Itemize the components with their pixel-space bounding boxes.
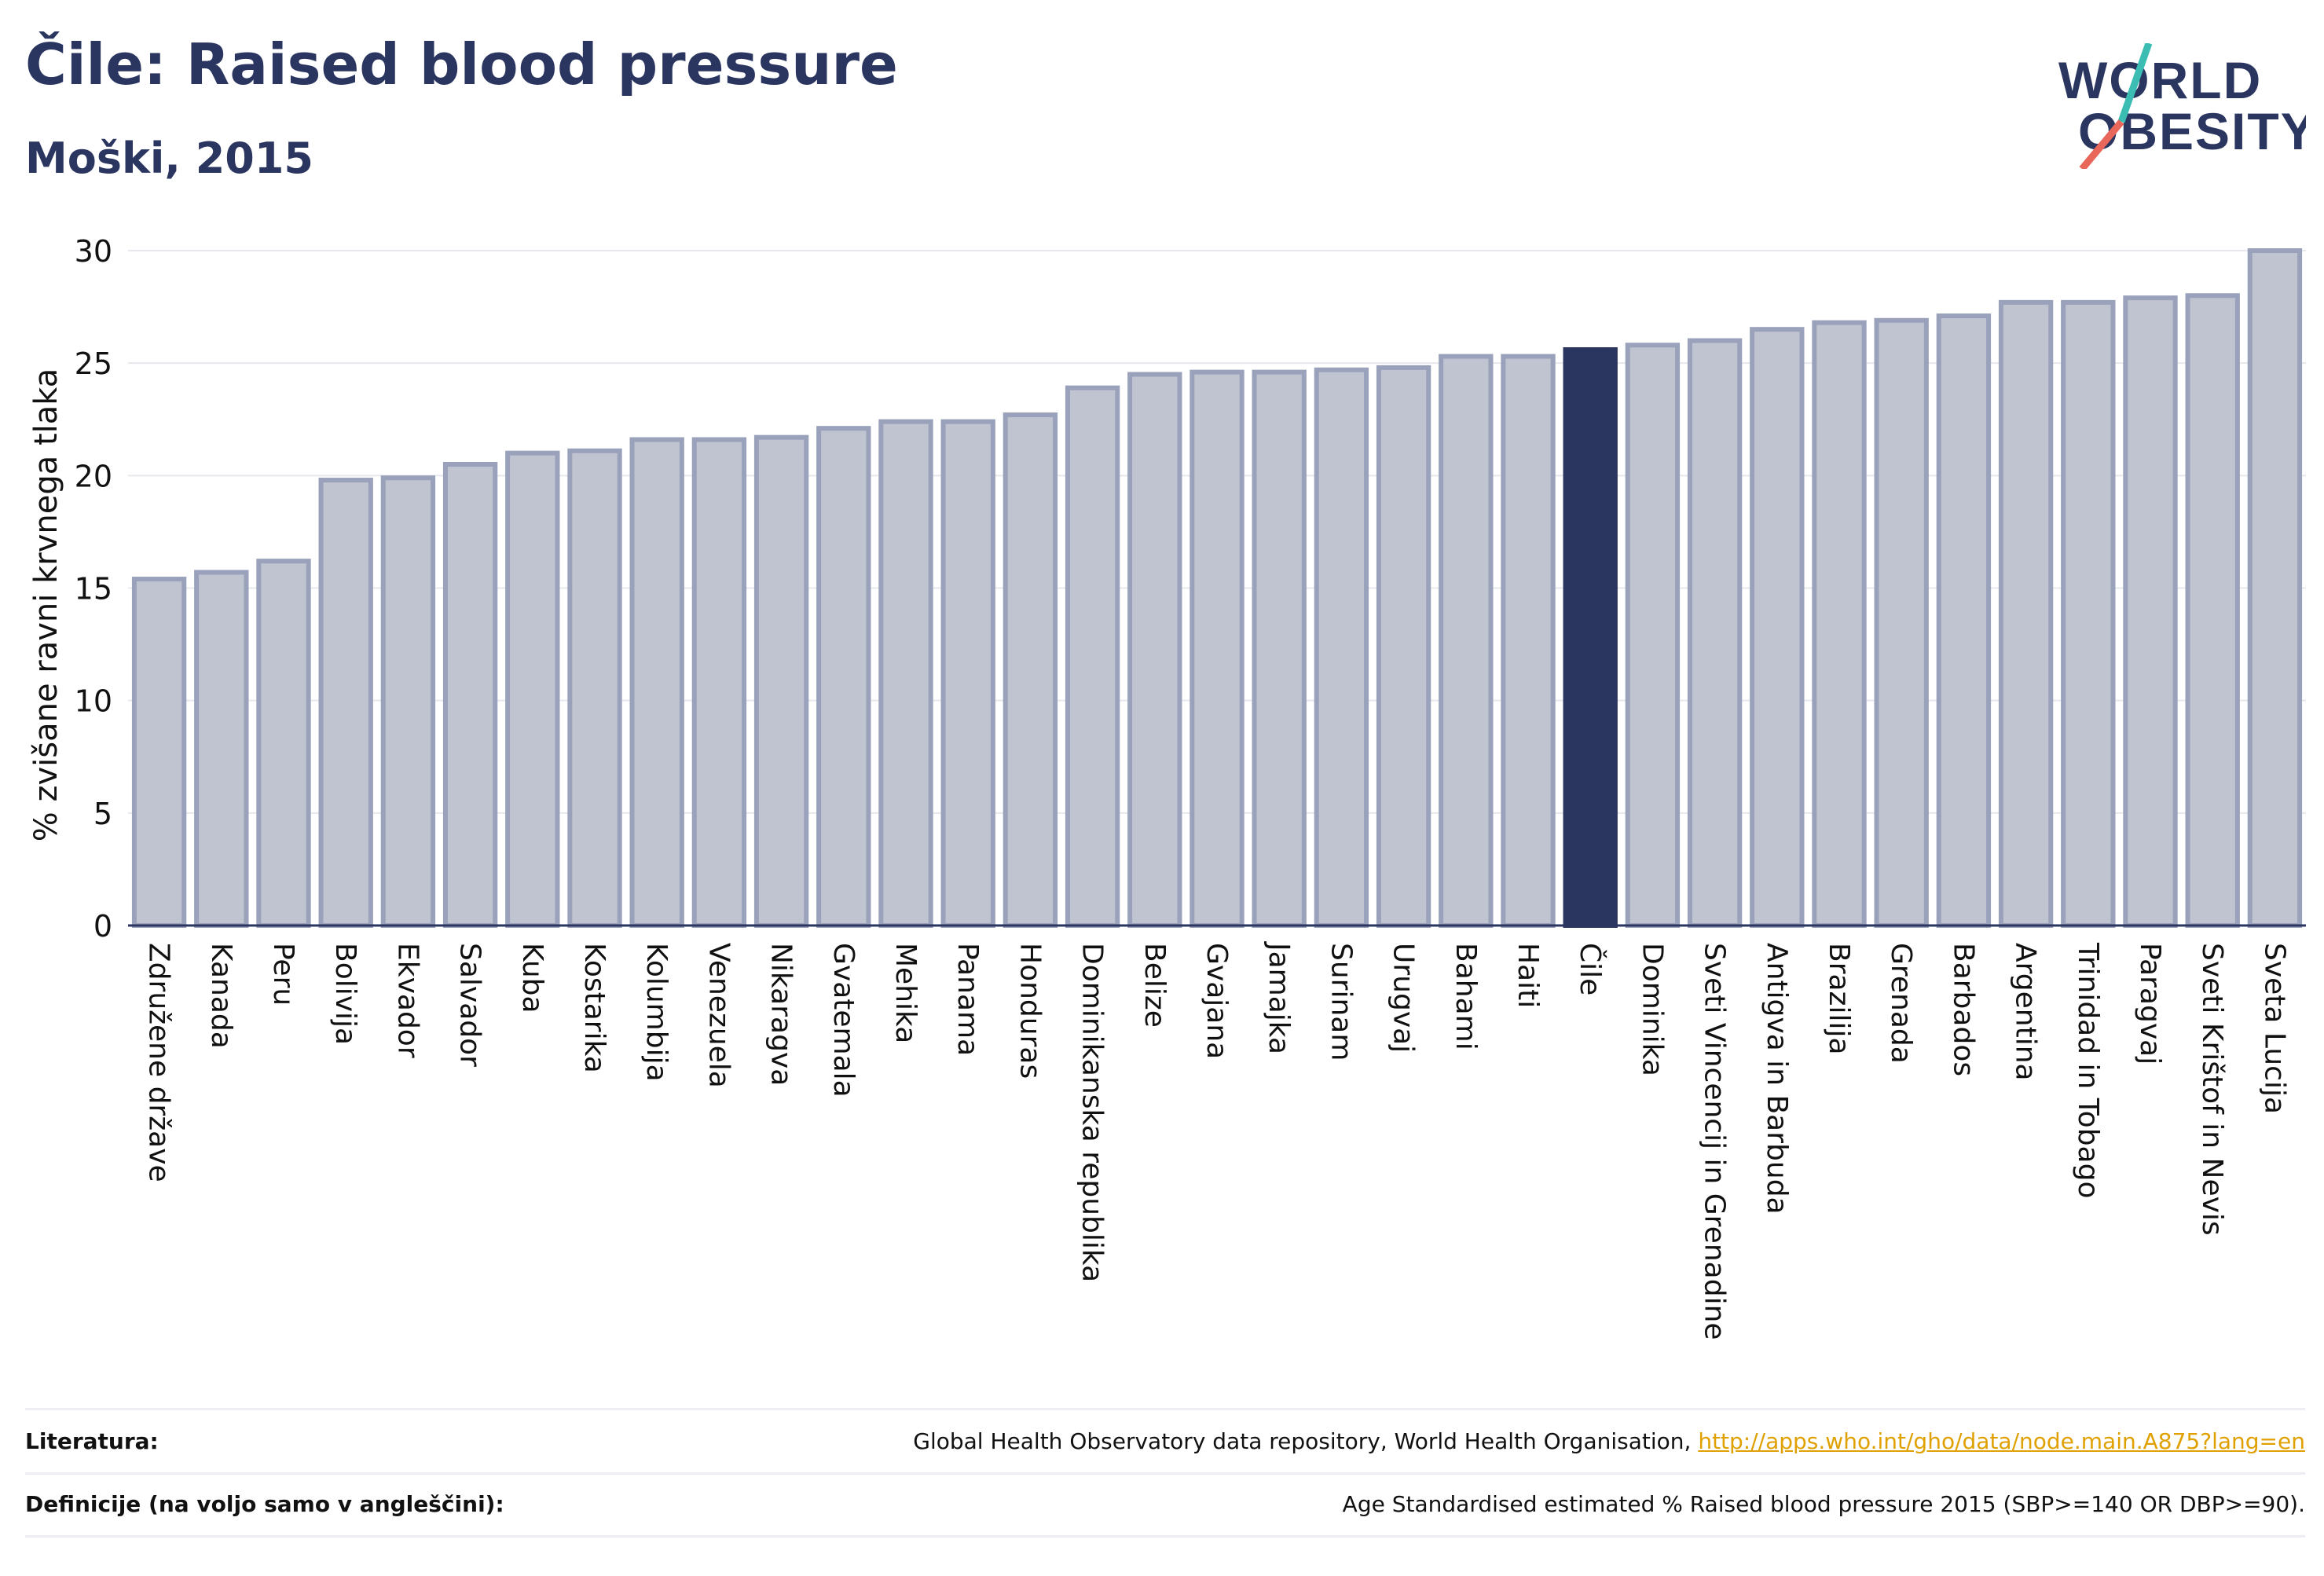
bar (1936, 313, 1992, 928)
sources-link[interactable]: http://apps.who.int/gho/data/node.main.A… (1698, 1428, 2305, 1454)
x-tick-label: Venezuela (702, 943, 735, 1088)
bar (1439, 354, 1494, 928)
x-tick-label: Jamajka (1263, 941, 1295, 1054)
x-tick-label: Čile (1574, 943, 1607, 995)
bar (2247, 248, 2303, 928)
bar (1874, 317, 1929, 929)
chart-title: Čile: Raised blood pressure (25, 31, 898, 97)
x-tick-label: Gvajana (1200, 943, 1233, 1059)
world-obesity-logo: WORLD OBESITY (2058, 43, 2306, 169)
x-tick-label: Paragvaj (2134, 943, 2166, 1065)
bar (1501, 354, 1556, 928)
bar (131, 577, 187, 929)
bar-chart: 0 5 10 15 20 25 30 Združene države Kanada Peru Bol… (28, 234, 2306, 1340)
x-tick-label: Sveta Lucija (2258, 943, 2290, 1114)
bar (816, 426, 871, 928)
logo-slash-red (2079, 119, 2124, 169)
bars (131, 248, 2303, 929)
y-tick-label: 10 (75, 684, 112, 719)
bar (753, 434, 809, 928)
x-tick-label: Trinidad in Tobago (2072, 942, 2104, 1198)
bar (1625, 343, 1681, 928)
y-tick-label: 30 (75, 234, 112, 269)
bar (505, 450, 560, 928)
x-tick-label: Združene države (143, 943, 175, 1182)
x-tick-label: Kolumbija (640, 943, 673, 1082)
bar (1998, 299, 2054, 928)
x-tick-label: Kanada (205, 943, 237, 1049)
x-tick-label: Kostarika (578, 943, 610, 1073)
bar (318, 478, 373, 928)
x-tick-label: Salvador (454, 943, 486, 1067)
y-axis-label: % zvišane ravni krvnega tlaka (28, 368, 64, 841)
bar (878, 419, 933, 928)
definitions-row: Definicije (na voljo samo v angleščini):… (25, 1491, 2305, 1517)
x-tick-label: Surinam (1325, 943, 1357, 1061)
y-tick-label: 15 (75, 572, 112, 607)
bar (1314, 367, 1369, 928)
x-tick-label: Sveti Krištof in Nevis (2196, 943, 2228, 1236)
bar (567, 448, 622, 928)
y-tick-label: 5 (93, 797, 112, 831)
bar (442, 462, 498, 928)
x-tick-label: Gvatemala (827, 943, 860, 1098)
x-tick-label: Dominikanska republika (1076, 943, 1109, 1282)
y-tick-label: 20 (75, 459, 112, 493)
x-tick-label: Bolivija (329, 943, 361, 1045)
x-tick-label: Antigva in Barbuda (1761, 943, 1793, 1215)
sources-label: Literatura: (25, 1428, 159, 1454)
logo-slash-teal (2117, 43, 2153, 123)
x-tick-label: Mehika (889, 943, 922, 1043)
sources-row: Literatura: Global Health Observatory da… (25, 1428, 2305, 1454)
bar (940, 419, 995, 928)
footer-top-rule (25, 1408, 2305, 1410)
footer-bottom-rule (25, 1535, 2305, 1538)
x-tick-label: Urugvaj (1387, 943, 1420, 1053)
x-tick-label: Honduras (1014, 943, 1046, 1079)
bar (1127, 372, 1182, 928)
x-tick-label: Kuba (516, 943, 548, 1013)
bar (380, 475, 436, 928)
footer-middle-rule (25, 1472, 2305, 1475)
x-tick-label: Panama (951, 943, 984, 1056)
bar (1189, 369, 1244, 928)
bar (1003, 412, 1058, 928)
x-tick-label: Belize (1138, 943, 1171, 1028)
x-tick-label: Ekvador (391, 943, 423, 1058)
bar (1750, 327, 1805, 928)
y-tick-label: 0 (93, 909, 112, 944)
x-tick-label: Barbados (1947, 943, 1979, 1076)
bar (1252, 369, 1307, 928)
bar (1812, 320, 1867, 929)
bar-highlighted (1563, 346, 1618, 928)
x-tick-label: Bahami (1450, 943, 1482, 1050)
bar (1065, 385, 1120, 928)
chart-subtitle: Moški, 2015 (25, 134, 314, 183)
axes: 0 5 10 15 20 25 30 Združene države Kanada Peru Bol… (75, 234, 2306, 1340)
bar (2185, 293, 2240, 928)
x-tick-label: Brazilija (1823, 943, 1855, 1055)
logo-word-world: WORLD (2058, 51, 2262, 109)
x-tick-label: Argentina (2010, 943, 2042, 1081)
x-tick-label: Nikaragva (765, 943, 797, 1086)
x-tick-label: Peru (267, 943, 299, 1006)
bar (691, 437, 747, 928)
bar (194, 570, 249, 928)
x-tick-label: Haiti (1512, 943, 1544, 1008)
bar (256, 559, 311, 928)
x-tick-label: Dominika (1636, 943, 1668, 1076)
definitions-text: Age Standardised estimated % Raised bloo… (1342, 1491, 2305, 1517)
definitions-label: Definicije (na voljo samo v angleščini): (25, 1491, 504, 1517)
bar (1376, 365, 1431, 929)
bar (2123, 295, 2178, 928)
sources-text: Global Health Observatory data repositor… (913, 1428, 1699, 1454)
bar (1687, 338, 1743, 928)
y-tick-label: 25 (75, 346, 112, 381)
x-tick-label: Sveti Vincencij in Grenadine (1699, 943, 1731, 1340)
bar (2061, 299, 2116, 928)
sources-value: Global Health Observatory data repositor… (913, 1428, 2305, 1454)
x-tick-label: Grenada (1885, 943, 1917, 1064)
bar (629, 437, 684, 928)
